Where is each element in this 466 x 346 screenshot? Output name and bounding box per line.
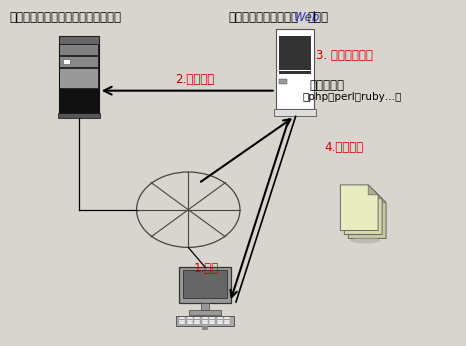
Text: 3. 取得情報加工: 3. 取得情報加工 — [316, 49, 373, 62]
Bar — [59, 36, 99, 44]
Bar — [59, 36, 99, 113]
Bar — [224, 317, 230, 319]
Bar — [279, 59, 310, 63]
Bar — [274, 109, 315, 117]
Bar — [179, 267, 231, 303]
Bar — [189, 310, 221, 315]
Bar — [279, 79, 287, 84]
Bar — [279, 36, 310, 39]
Bar — [224, 320, 230, 321]
Bar — [202, 317, 208, 319]
Bar — [58, 113, 100, 118]
Bar — [187, 322, 193, 324]
Bar — [187, 320, 193, 321]
Text: スクレイピング処理用: スクレイピング処理用 — [228, 11, 298, 24]
Bar — [276, 29, 314, 109]
Bar — [194, 322, 200, 324]
Text: 1.要求: 1.要求 — [193, 262, 219, 275]
Polygon shape — [348, 193, 386, 238]
Bar — [202, 320, 208, 321]
Bar — [60, 45, 98, 55]
Bar — [183, 270, 227, 298]
Bar — [60, 69, 98, 88]
Polygon shape — [376, 193, 386, 203]
Bar — [179, 317, 185, 319]
Bar — [279, 63, 310, 67]
Bar — [279, 52, 310, 55]
Bar — [59, 89, 99, 113]
Text: Web: Web — [294, 11, 320, 24]
Bar — [279, 47, 310, 52]
Polygon shape — [344, 189, 382, 235]
Bar — [176, 316, 234, 326]
Bar — [279, 44, 310, 47]
Bar — [187, 317, 193, 319]
Bar — [179, 322, 185, 324]
Bar — [279, 67, 310, 70]
Polygon shape — [372, 189, 382, 199]
Text: 2.情報取得: 2.情報取得 — [175, 73, 215, 86]
Text: 4.結果表示: 4.結果表示 — [324, 141, 363, 154]
Bar — [63, 59, 70, 64]
Ellipse shape — [350, 237, 380, 244]
Bar — [217, 320, 223, 321]
Text: プログラム: プログラム — [309, 79, 344, 92]
Bar — [201, 303, 209, 310]
Bar — [217, 322, 223, 324]
Bar — [279, 71, 310, 74]
Bar — [209, 322, 215, 324]
Bar — [60, 57, 98, 67]
Polygon shape — [340, 185, 378, 230]
Bar — [194, 317, 200, 319]
Bar — [194, 320, 200, 321]
Text: スクレイピングの対象となるサイト: スクレイピングの対象となるサイト — [9, 11, 121, 24]
Bar — [279, 39, 310, 44]
Text: （php，perl，ruby…）: （php，perl，ruby…） — [302, 92, 402, 102]
Polygon shape — [368, 185, 378, 195]
Bar — [179, 320, 185, 321]
Bar — [279, 55, 310, 59]
Bar — [209, 317, 215, 319]
Bar — [217, 317, 223, 319]
Text: サーバ: サーバ — [308, 11, 329, 24]
Bar — [209, 320, 215, 321]
Bar — [202, 322, 208, 324]
Bar — [224, 322, 230, 324]
Bar — [202, 326, 208, 330]
